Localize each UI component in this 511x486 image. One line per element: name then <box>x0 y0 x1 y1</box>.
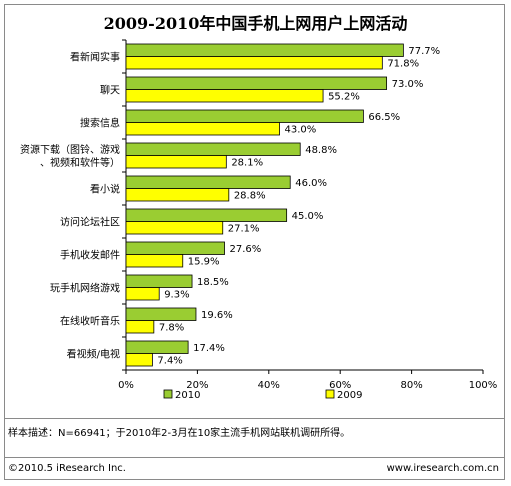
bar-2010 <box>125 307 197 321</box>
category-label: 在线收听音乐 <box>60 315 120 328</box>
category-label: 访问论坛社区 <box>60 216 120 229</box>
note-divider <box>4 418 505 419</box>
chart-title: 2009-2010年中国手机上网用户上网活动 <box>103 14 408 33</box>
category-label: 看视频/电视 <box>67 348 120 361</box>
bar-2009 <box>125 254 184 268</box>
footer-divider <box>4 457 505 458</box>
bar-2009 <box>125 56 383 70</box>
bar-2010 <box>125 241 225 255</box>
x-tick-label: 40% <box>258 380 280 391</box>
bar-2009 <box>125 155 227 169</box>
x-tick-label: 60% <box>329 380 351 391</box>
bar-2010 <box>125 109 364 123</box>
legend-swatch-2010 <box>163 389 173 399</box>
data-label: 48.8% <box>305 145 337 156</box>
x-tick-label: 80% <box>400 380 422 391</box>
bar-2010 <box>125 175 291 189</box>
data-label: 17.4% <box>193 343 225 354</box>
data-label: 18.5% <box>197 277 229 288</box>
category-label: 看小说 <box>90 183 120 196</box>
data-label: 15.9% <box>188 257 220 268</box>
data-label: 45.0% <box>292 211 324 222</box>
bar-2009 <box>125 353 153 367</box>
x-tick-label: 0% <box>118 380 134 391</box>
category-label: 搜索信息 <box>80 117 120 130</box>
data-label: 55.2% <box>328 92 360 103</box>
bar-2009 <box>125 320 155 334</box>
sample-note: 样本描述：N=66941；于2010年2-3月在10家主流手机网站联机调研所得。 <box>8 428 351 439</box>
legend-swatch-2009 <box>325 389 335 399</box>
data-label: 73.0% <box>392 79 424 90</box>
legend-label-2009: 2009 <box>337 390 362 401</box>
category-label: 、视频和软件等） <box>40 156 120 169</box>
data-label: 27.6% <box>230 244 262 255</box>
bar-2010 <box>125 340 189 354</box>
bar-2010 <box>125 76 388 90</box>
bar-chart: 0% 20% 40% 60% 80% 100% 77.7% 71.8% 看新闻实事 73.0% 55… <box>20 39 498 401</box>
data-label: 7.8% <box>159 323 184 334</box>
data-label: 66.5% <box>368 112 400 123</box>
bar-2009 <box>125 287 160 301</box>
bar-2010 <box>125 274 193 288</box>
data-label: 71.8% <box>387 59 419 70</box>
category-label: 资源下载（图铃、游戏 <box>20 143 120 156</box>
data-label: 28.1% <box>231 158 263 169</box>
data-label: 9.3% <box>164 290 189 301</box>
data-label: 46.0% <box>295 178 327 189</box>
copyright-text: ©2010.5 iResearch Inc. <box>8 463 126 474</box>
category-label: 玩手机网络游戏 <box>50 282 120 295</box>
bar-2010 <box>125 142 301 156</box>
bar-2010 <box>125 43 404 57</box>
category-label: 看新闻实事 <box>70 51 120 64</box>
category-label: 聊天 <box>100 84 120 97</box>
data-label: 19.6% <box>201 310 233 321</box>
data-label: 43.0% <box>285 125 317 136</box>
data-label: 27.1% <box>228 224 260 235</box>
legend-label-2010: 2010 <box>175 390 200 401</box>
bar-2009 <box>125 188 230 202</box>
x-tick-label: 20% <box>186 380 208 391</box>
website-link[interactable]: www.iresearch.com.cn <box>386 463 499 474</box>
category-label: 手机收发邮件 <box>60 249 120 262</box>
bar-2009 <box>125 89 324 103</box>
data-label: 7.4% <box>157 356 182 367</box>
data-label: 28.8% <box>234 191 266 202</box>
bar-2009 <box>125 122 280 136</box>
bar-2010 <box>125 208 288 222</box>
bar-2009 <box>125 221 224 235</box>
x-tick-label: 100% <box>469 380 498 391</box>
data-label: 77.7% <box>408 46 440 57</box>
